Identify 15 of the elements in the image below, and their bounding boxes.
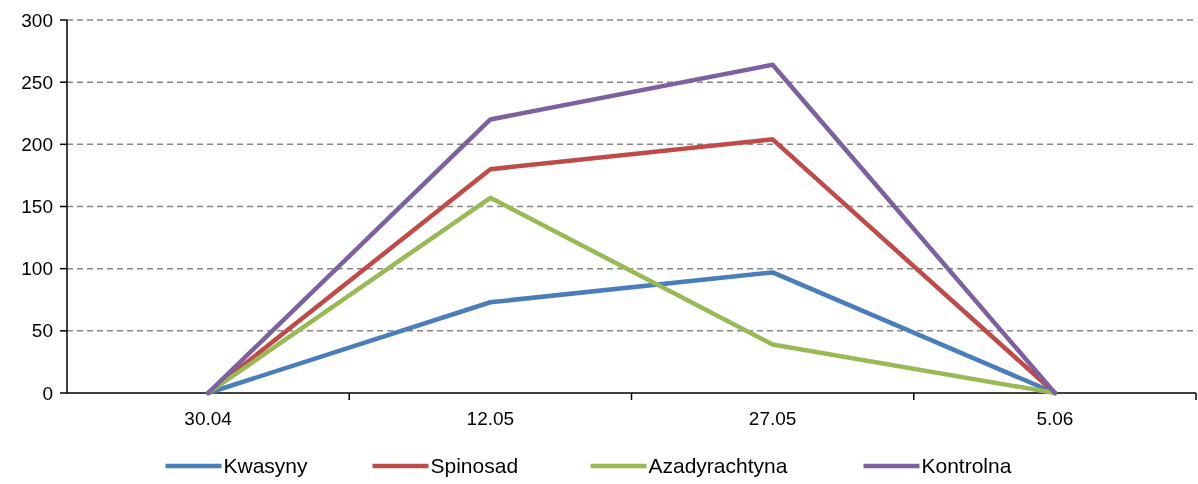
legend-label: Kontrolna [921,454,1012,478]
x-tick-label: 30.04 [184,408,233,429]
y-tick-label: 50 [31,320,53,342]
x-tick-label: 5.06 [1036,408,1074,429]
legend-label: Kwasyny [223,454,309,478]
x-tick-label: 12.05 [466,408,515,429]
legend-label: Spinosad [430,454,519,478]
x-tick-label: 27.05 [748,408,797,429]
y-tick-label: 250 [21,71,53,93]
y-tick-label: 0 [42,382,53,404]
y-tick-label: 100 [21,258,53,280]
y-tick-label: 200 [21,133,53,155]
y-tick-label: 150 [21,196,53,218]
legend-label: Azadyrachtyna [648,454,788,478]
y-tick-label: 300 [21,9,53,31]
